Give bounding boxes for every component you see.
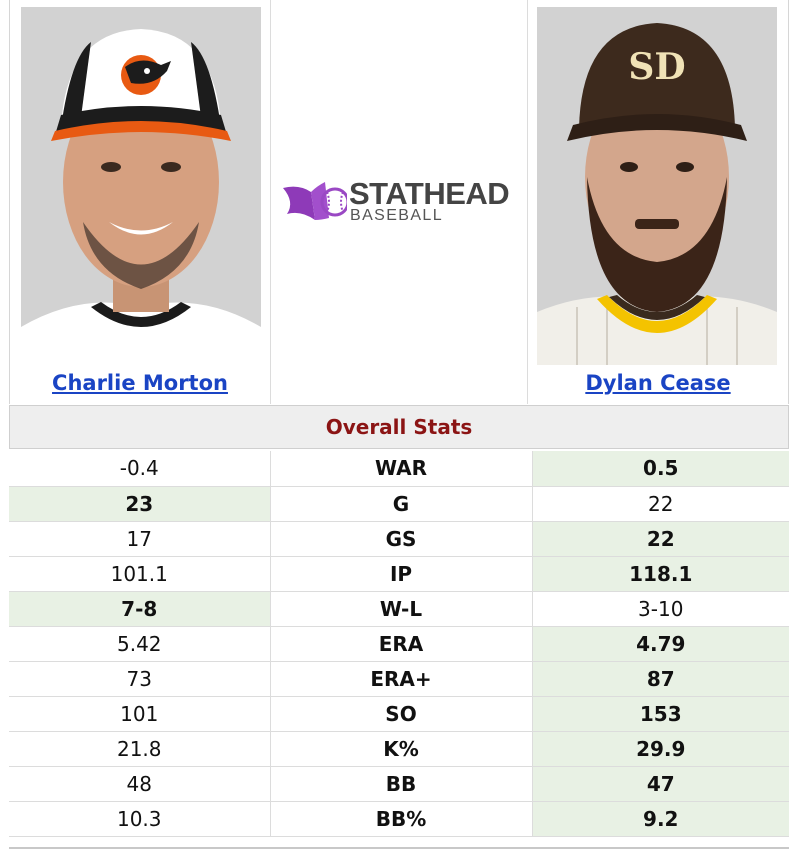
stats-comparison-table: -0.4 WAR 0.5 23 G 22 17 GS 22 101.1 IP 118.1 7-8 W-L 3… — [9, 451, 789, 837]
stat-value-left: 10.3 — [9, 801, 270, 837]
player-photo-left-image — [21, 7, 261, 365]
stat-label: W-L — [269, 591, 533, 627]
logo-wordmark: STATHEAD — [349, 176, 510, 211]
stat-value-right: 22 — [532, 521, 789, 557]
stat-value-left: 21.8 — [9, 731, 270, 767]
stat-value-left: -0.4 — [9, 451, 270, 487]
logo-subtitle: BASEBALL — [350, 207, 444, 224]
stat-value-right: 0.5 — [532, 451, 789, 487]
stat-value-right: 22 — [532, 486, 789, 522]
stats-row-ip: 101.1 IP 118.1 — [9, 556, 789, 592]
stat-label: IP — [269, 556, 533, 592]
stat-label: K% — [269, 731, 533, 767]
stats-row-bb: 48 BB 47 — [9, 766, 789, 802]
stathead-cape-icon — [283, 182, 347, 220]
stat-value-right: 29.9 — [532, 731, 789, 767]
stat-value-left: 101.1 — [9, 556, 270, 592]
stathead-baseball-logo[interactable]: STATHEAD BASEBALL — [281, 174, 525, 230]
stat-value-right: 47 — [532, 766, 789, 802]
stat-label: ERA+ — [269, 661, 533, 697]
player-comparison-header: Charlie Morton STATHEAD BASEBALL — [9, 0, 789, 404]
logo-column: STATHEAD BASEBALL — [271, 0, 527, 404]
player-name-link-right[interactable]: Dylan Cease — [585, 371, 731, 395]
svg-text:SD: SD — [628, 46, 685, 88]
player-name-link-left[interactable]: Charlie Morton — [52, 371, 228, 395]
stat-value-left: 73 — [9, 661, 270, 697]
stat-value-left: 5.42 — [9, 626, 270, 662]
stats-row-gs: 17 GS 22 — [9, 521, 789, 557]
stats-row-era: 5.42 ERA 4.79 — [9, 626, 789, 662]
stat-value-right: 3-10 — [532, 591, 789, 627]
player-column-right: SD Dylan Cease — [527, 0, 788, 404]
player-column-left: Charlie Morton — [10, 0, 271, 404]
player-photo-right: SD — [537, 7, 777, 365]
stat-label: SO — [269, 696, 533, 732]
section-title: Overall Stats — [325, 415, 473, 439]
section-header-overall-stats: Overall Stats — [9, 405, 789, 449]
stat-label: G — [269, 486, 533, 522]
stat-value-left: 7-8 — [9, 591, 270, 627]
stat-value-right: 4.79 — [532, 626, 789, 662]
stat-value-left: 101 — [9, 696, 270, 732]
stats-row-era: 73 ERA+ 87 — [9, 661, 789, 697]
stat-value-left: 23 — [9, 486, 270, 522]
stat-label: ERA — [269, 626, 533, 662]
table-bottom-divider — [9, 847, 789, 849]
stats-row-war: -0.4 WAR 0.5 — [9, 451, 789, 487]
stats-row-so: 101 SO 153 — [9, 696, 789, 732]
stat-value-left: 17 — [9, 521, 270, 557]
stats-row-bb: 10.3 BB% 9.2 — [9, 801, 789, 837]
player-photo-right-image: SD — [537, 7, 777, 365]
stat-label: BB% — [269, 801, 533, 837]
stat-value-right: 87 — [532, 661, 789, 697]
stat-value-left: 48 — [9, 766, 270, 802]
stat-value-right: 9.2 — [532, 801, 789, 837]
stat-value-right: 118.1 — [532, 556, 789, 592]
stats-row-g: 23 G 22 — [9, 486, 789, 522]
stat-label: GS — [269, 521, 533, 557]
stats-row-k: 21.8 K% 29.9 — [9, 731, 789, 767]
stat-value-right: 153 — [532, 696, 789, 732]
stat-label: BB — [269, 766, 533, 802]
stat-label: WAR — [269, 451, 533, 487]
player-photo-left — [21, 7, 261, 365]
stats-row-w-l: 7-8 W-L 3-10 — [9, 591, 789, 627]
